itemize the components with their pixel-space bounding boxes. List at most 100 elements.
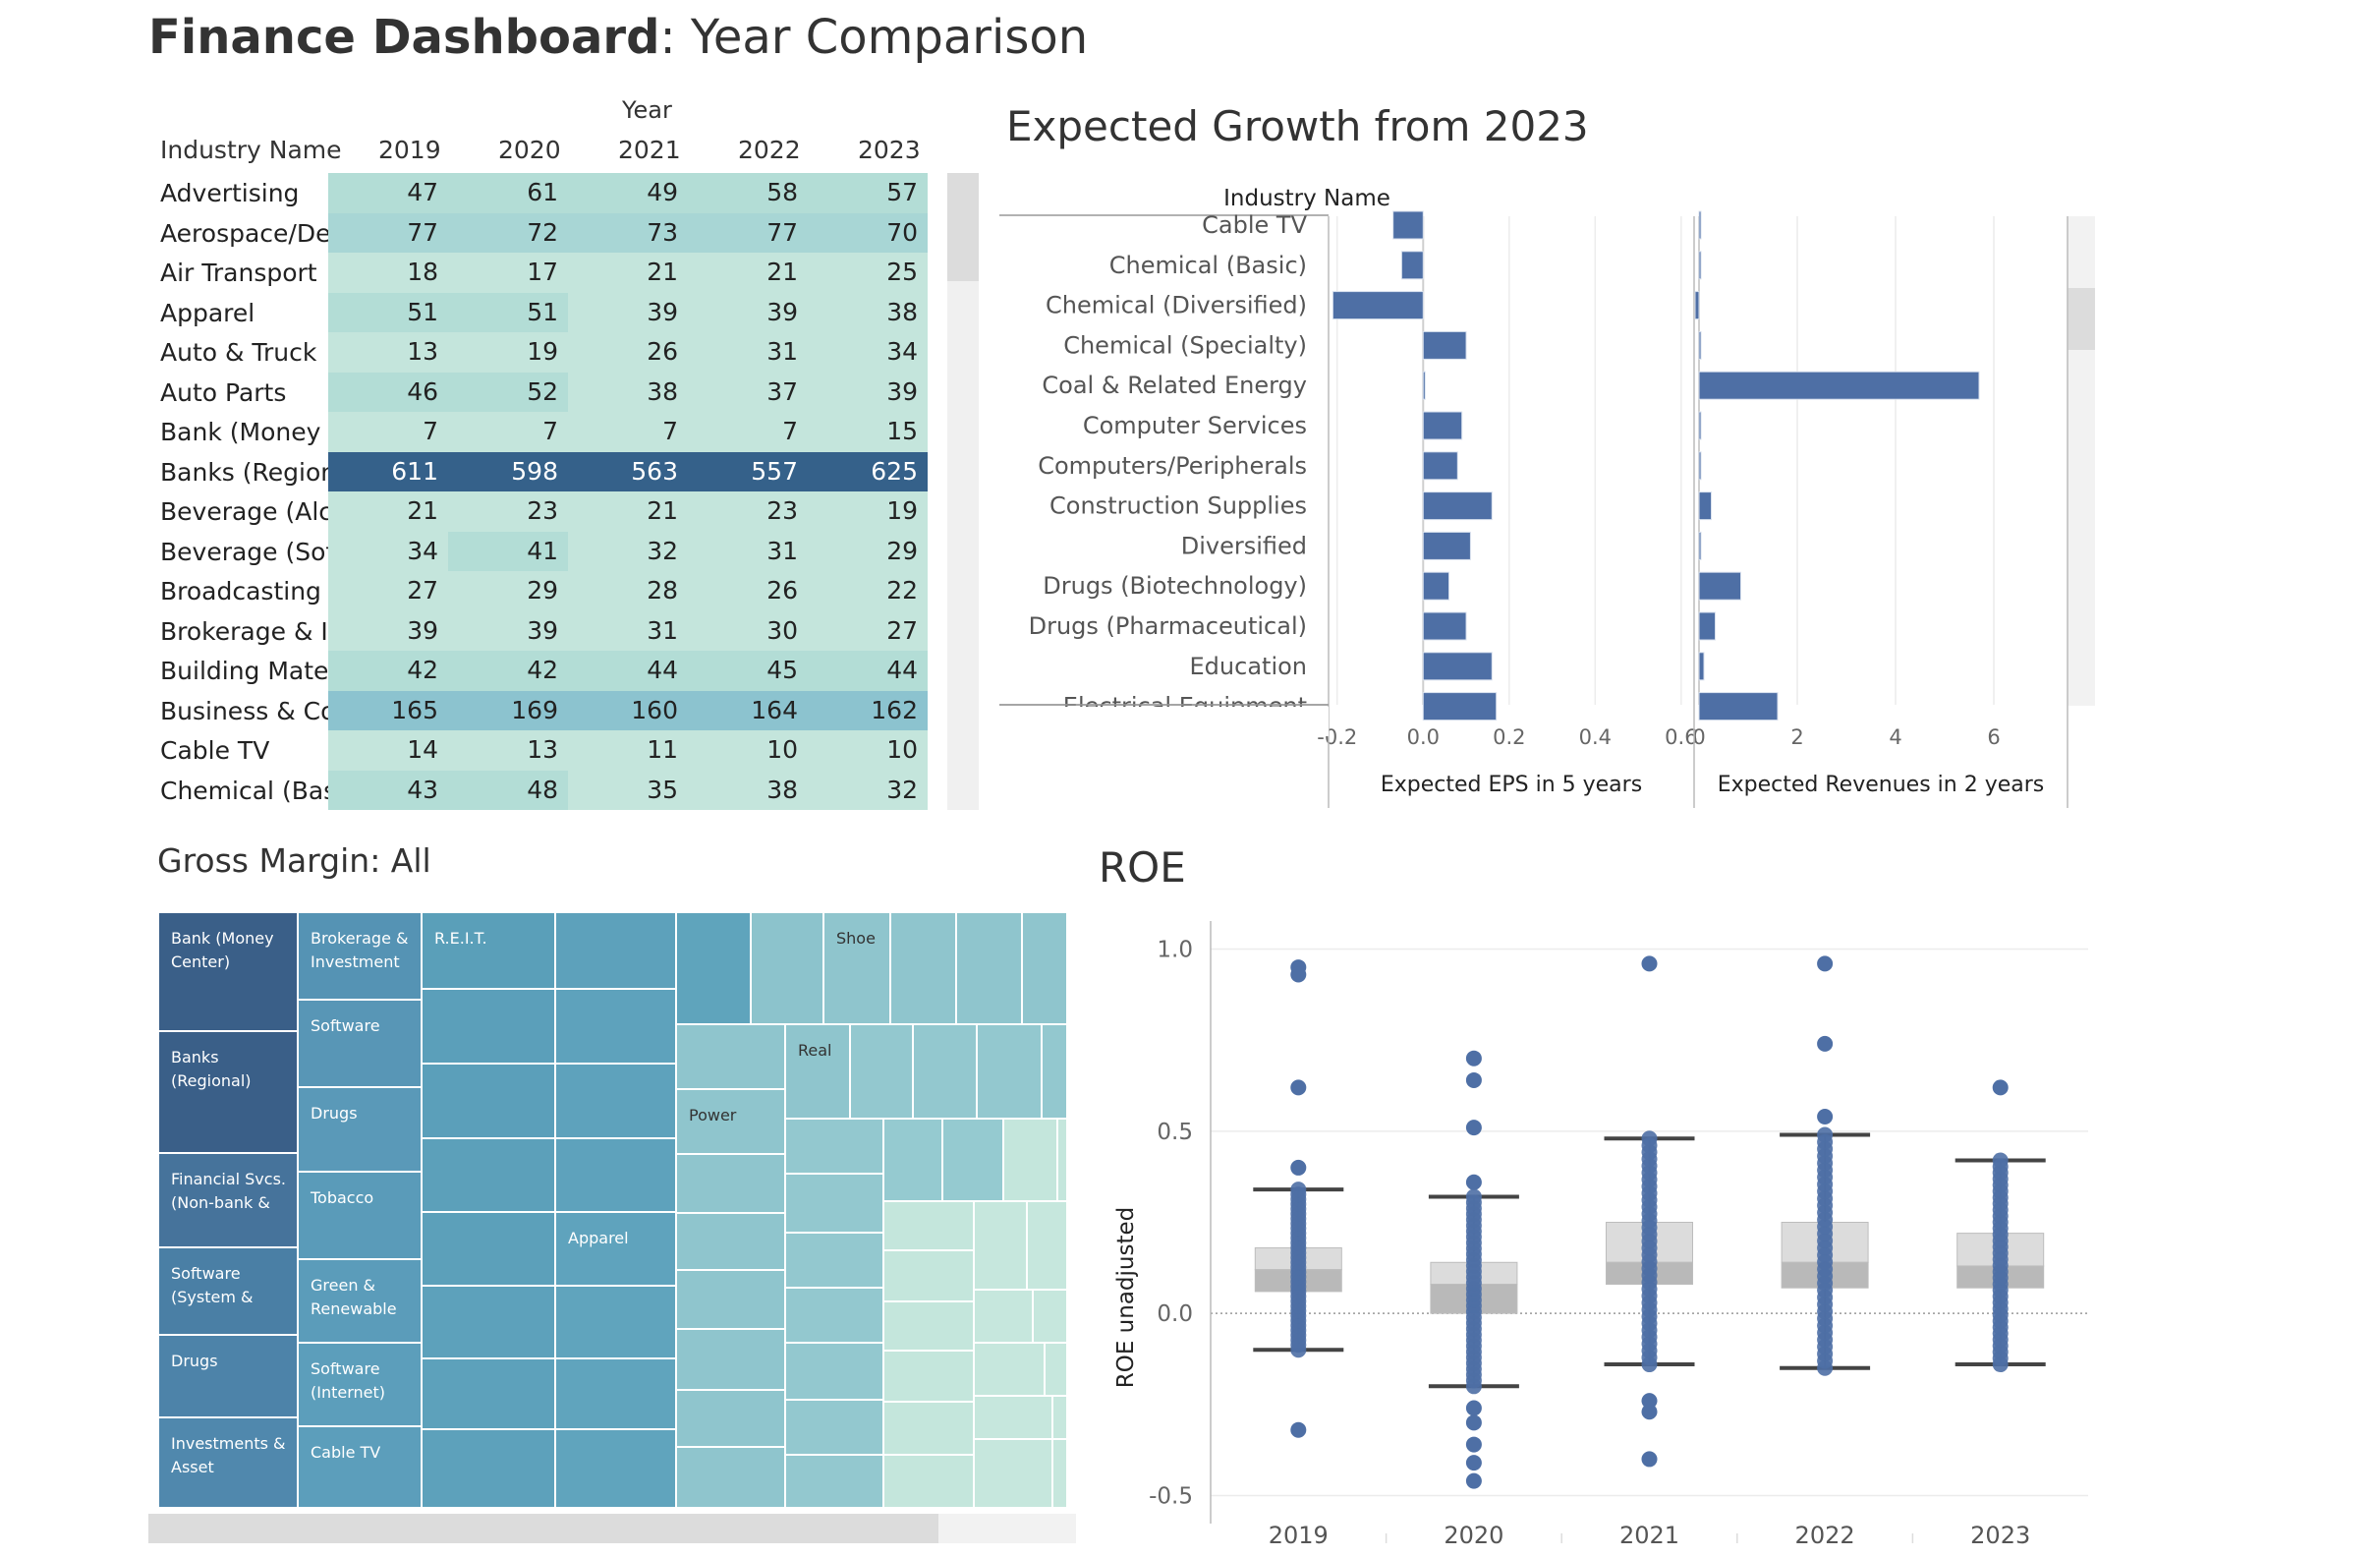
growth-bar[interactable] (1392, 210, 1424, 240)
table-row[interactable]: Cable TV 14 13 11 10 10 (148, 730, 981, 771)
roe-outlier-point[interactable] (1465, 1400, 1482, 1416)
roe-outlier-point[interactable] (1465, 1120, 1482, 1136)
table-row[interactable]: Broadcasting 27 29 28 26 22 (148, 571, 981, 611)
table-cell[interactable]: 37 (688, 372, 808, 412)
industry-label[interactable]: Chemical (Specialty) (1063, 331, 1307, 359)
table-cell[interactable]: 13 (448, 730, 568, 771)
treemap-tile[interactable] (883, 1301, 974, 1351)
roe-point[interactable] (1817, 1126, 1834, 1143)
growth-bar[interactable] (1698, 330, 1702, 360)
table-cell[interactable]: 598 (448, 451, 568, 491)
industry-label[interactable]: Coal & Related Energy (1042, 372, 1307, 399)
treemap-tile[interactable] (883, 1455, 974, 1508)
treemap-tile[interactable] (785, 1288, 883, 1343)
growth-bar[interactable] (1698, 371, 1980, 400)
treemap-tile[interactable]: Banks (Regional) (158, 1031, 298, 1153)
growth-bar[interactable] (1400, 251, 1424, 280)
table-cell[interactable]: 557 (688, 451, 808, 491)
table-cell[interactable]: 29 (808, 531, 928, 571)
table-cell[interactable]: 46 (328, 372, 448, 412)
table-cell[interactable]: 7 (328, 412, 448, 452)
table-cell[interactable]: 44 (808, 651, 928, 691)
treemap-scrollbar-thumb[interactable] (148, 1514, 938, 1543)
table-cell[interactable]: 26 (568, 332, 688, 373)
table-cell[interactable]: 39 (568, 292, 688, 332)
table-cell[interactable]: 27 (328, 571, 448, 611)
table-cell[interactable]: 52 (448, 372, 568, 412)
table-cell[interactable]: 162 (808, 690, 928, 730)
industry-label[interactable]: Computer Services (1083, 412, 1307, 439)
growth-bar[interactable] (1698, 251, 1702, 280)
growth-bar[interactable] (1698, 611, 1716, 641)
table-cell[interactable]: 18 (328, 253, 448, 293)
treemap-tile[interactable]: Software (Internet) (298, 1343, 422, 1426)
table-cell[interactable]: 38 (688, 770, 808, 810)
column-header-2020[interactable]: 2020 (498, 136, 561, 164)
growth-bar[interactable] (1422, 491, 1493, 521)
table-row[interactable]: Advertising 47 61 49 58 57 (148, 173, 981, 213)
treemap-tile[interactable]: Real (785, 1024, 850, 1119)
treemap-tile[interactable]: R.E.I.T. (422, 912, 555, 989)
table-cell[interactable]: 7 (448, 412, 568, 452)
table-row[interactable]: Auto Parts 46 52 38 37 39 (148, 372, 981, 412)
growth-scrollbar-thumb[interactable] (2068, 288, 2097, 350)
roe-outlier-point[interactable] (1465, 1071, 1482, 1088)
table-cell[interactable]: 160 (568, 690, 688, 730)
treemap-tile[interactable] (555, 1429, 676, 1508)
treemap-tile[interactable] (883, 1351, 974, 1402)
table-cell[interactable]: 17 (448, 253, 568, 293)
table-row[interactable]: Brokerage & In.. 39 39 31 30 27 (148, 610, 981, 651)
table-cell[interactable]: 39 (808, 372, 928, 412)
table-cell[interactable]: 48 (448, 770, 568, 810)
treemap-tile[interactable]: Apparel (555, 1212, 676, 1286)
table-cell[interactable]: 21 (328, 491, 448, 532)
treemap-tile[interactable]: Drugs (298, 1087, 422, 1172)
table-cell[interactable]: 77 (688, 212, 808, 253)
roe-outlier-point[interactable] (1290, 966, 1307, 983)
roe-point[interactable] (1992, 1152, 2009, 1169)
treemap-tile[interactable] (785, 1343, 883, 1400)
table-cell[interactable]: 39 (448, 610, 568, 651)
treemap-tile[interactable] (676, 1154, 785, 1213)
table-cell[interactable]: 58 (688, 173, 808, 213)
table-cell[interactable]: 34 (328, 531, 448, 571)
growth-bar[interactable] (1698, 531, 1702, 560)
table-cell[interactable]: 61 (448, 173, 568, 213)
treemap-tile[interactable] (555, 1064, 676, 1138)
table-cell[interactable]: 34 (808, 332, 928, 373)
treemap-tile[interactable] (890, 912, 956, 1024)
growth-bar[interactable] (1698, 451, 1702, 481)
table-scrollbar-thumb[interactable] (947, 173, 979, 281)
treemap-tile[interactable] (1052, 1396, 1067, 1439)
treemap-tile[interactable] (1057, 1119, 1067, 1201)
growth-bar[interactable] (1422, 652, 1493, 681)
growth-bar[interactable] (1422, 451, 1458, 481)
table-row[interactable]: Air Transport 18 17 21 21 25 (148, 253, 981, 293)
treemap-tile[interactable] (974, 1201, 1027, 1290)
table-cell[interactable]: 38 (808, 292, 928, 332)
table-cell[interactable]: 26 (688, 571, 808, 611)
table-row[interactable]: Auto & Truck 13 19 26 31 34 (148, 332, 981, 373)
table-cell[interactable]: 165 (328, 690, 448, 730)
table-cell[interactable]: 51 (328, 292, 448, 332)
treemap-tile[interactable] (785, 1455, 883, 1508)
treemap-tile[interactable]: Green & Renewable (298, 1259, 422, 1343)
treemap-tile[interactable] (974, 1396, 1052, 1439)
treemap-tile[interactable]: Bank (Money Center) (158, 912, 298, 1031)
growth-bar[interactable] (1422, 411, 1463, 440)
growth-bar[interactable] (1422, 571, 1450, 601)
treemap-tile[interactable] (785, 1233, 883, 1288)
treemap-tile[interactable] (785, 1119, 883, 1174)
table-cell[interactable]: 169 (448, 690, 568, 730)
column-header-2023[interactable]: 2023 (858, 136, 921, 164)
treemap-tile[interactable] (555, 1358, 676, 1429)
roe-outlier-point[interactable] (1641, 1404, 1658, 1420)
treemap-tile[interactable] (676, 912, 751, 1024)
treemap-tile[interactable] (422, 1212, 555, 1286)
table-cell[interactable]: 42 (448, 651, 568, 691)
roe-outlier-point[interactable] (1465, 1414, 1482, 1431)
growth-bar[interactable] (1694, 291, 1700, 320)
treemap-tile[interactable]: Shoe (823, 912, 890, 1024)
growth-bar[interactable] (1698, 210, 1702, 240)
row-header-industry-name[interactable]: Industry Name (160, 136, 342, 164)
